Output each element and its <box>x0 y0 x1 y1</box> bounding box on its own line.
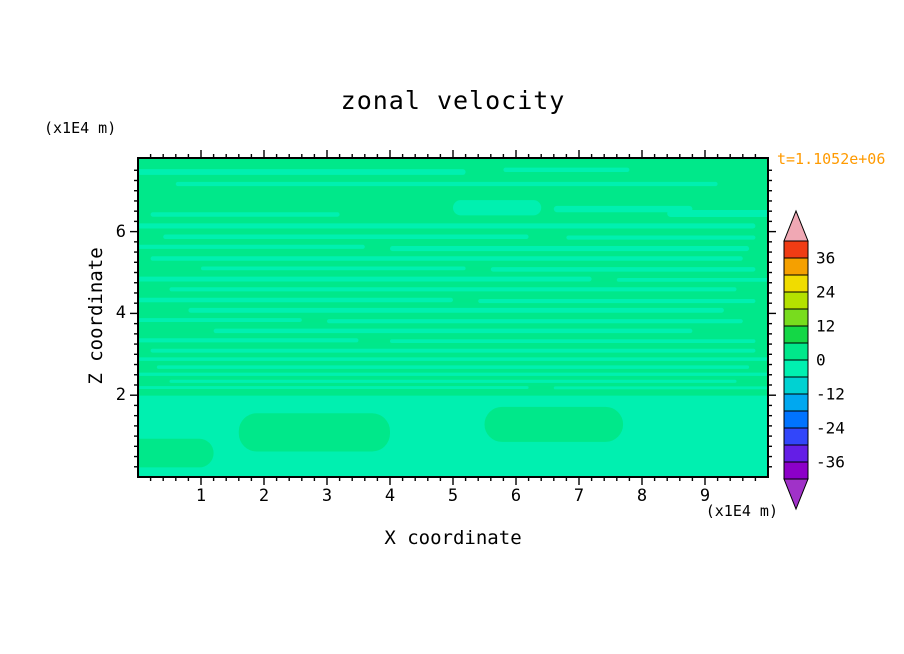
contour-streak <box>138 244 365 249</box>
contour-streak <box>503 167 630 173</box>
contour-streak <box>138 357 768 361</box>
colorbar-band <box>783 325 809 344</box>
colorbar-arrow-over <box>783 209 809 242</box>
x-tick-label: 3 <box>321 486 333 506</box>
x-tick-label: 7 <box>573 486 585 506</box>
y-axis-unit-label: (x1E4 m) <box>44 119 117 137</box>
colorbar-tick-label: -36 <box>816 452 845 472</box>
contour-streak <box>213 328 693 334</box>
contour-streak <box>553 205 693 213</box>
contour-streak <box>138 223 756 229</box>
contour-streak <box>163 234 529 240</box>
x-tick-label: 2 <box>258 486 270 506</box>
colorbar-tick-label: 0 <box>816 350 826 370</box>
colorbar-band <box>783 308 809 327</box>
colorbar-band <box>783 427 809 446</box>
contour-streak <box>138 372 768 376</box>
colorbar-tick-label: 36 <box>816 248 836 268</box>
contour-streak <box>138 395 768 477</box>
x-axis-unit-label: (x1E4 m) <box>705 502 778 520</box>
colorbar-tick-label: -12 <box>816 384 845 404</box>
x-tick-label: 8 <box>636 486 648 506</box>
contour-streak <box>138 169 466 175</box>
contour-blob <box>238 413 390 452</box>
contour-streak <box>175 181 718 187</box>
colorbar-band <box>783 393 809 412</box>
contour-streak <box>138 338 359 343</box>
contour-streak <box>478 298 756 304</box>
colorbar-tick-label: 12 <box>816 316 836 336</box>
x-tick-label: 6 <box>510 486 522 506</box>
contour-streak <box>390 339 756 344</box>
contour-streak <box>390 246 750 252</box>
colorbar-band <box>783 291 809 310</box>
contour-streak <box>201 266 466 271</box>
contour-streak <box>150 256 743 261</box>
contour-streak <box>169 379 737 383</box>
colorbar-band <box>783 274 809 293</box>
colorbar-tick-label: 24 <box>816 282 836 302</box>
contour-streak <box>566 235 756 240</box>
plot-frame <box>137 157 769 478</box>
colorbar-band <box>783 359 809 378</box>
colorbar-band <box>783 376 809 395</box>
y-tick-label: 6 <box>115 221 126 242</box>
contour-streak <box>150 212 340 217</box>
colorbar-band <box>783 342 809 361</box>
y-tick-label: 4 <box>115 303 126 324</box>
x-tick-label: 5 <box>447 486 459 506</box>
y-tick-label: 2 <box>115 385 126 406</box>
contour-blob <box>484 406 624 442</box>
contour-streak <box>553 386 768 390</box>
contour-streak <box>169 287 737 292</box>
x-tick-label: 4 <box>384 486 396 506</box>
contour-streak <box>616 277 768 282</box>
x-tick-label: 1 <box>195 486 207 506</box>
colorbar-band <box>783 461 809 480</box>
colorbar-tick-label: -24 <box>816 418 845 438</box>
x-tick-label: 9 <box>699 486 711 506</box>
contour-streak <box>138 386 529 389</box>
contour-blob <box>138 438 214 468</box>
contour-streak <box>490 267 756 272</box>
contour-streak <box>453 200 542 216</box>
contour-field <box>138 158 768 477</box>
contour-streak <box>138 276 592 282</box>
contour-streak <box>138 297 453 303</box>
chart-title: zonal velocity <box>340 86 566 115</box>
contour-streak <box>156 365 750 369</box>
time-annotation: t=1.1052e+06 <box>777 150 886 168</box>
contour-streak <box>188 307 724 313</box>
colorbar-band <box>783 444 809 463</box>
colorbar-band <box>783 240 809 259</box>
colorbar-band <box>783 410 809 429</box>
contour-streak <box>138 318 302 322</box>
contour-streak <box>327 319 743 324</box>
colorbar-arrow-under <box>783 478 809 511</box>
contour-streak <box>667 209 768 218</box>
x-axis-label: X coordinate <box>384 527 522 549</box>
contour-streak <box>150 348 756 353</box>
colorbar-band <box>783 257 809 276</box>
